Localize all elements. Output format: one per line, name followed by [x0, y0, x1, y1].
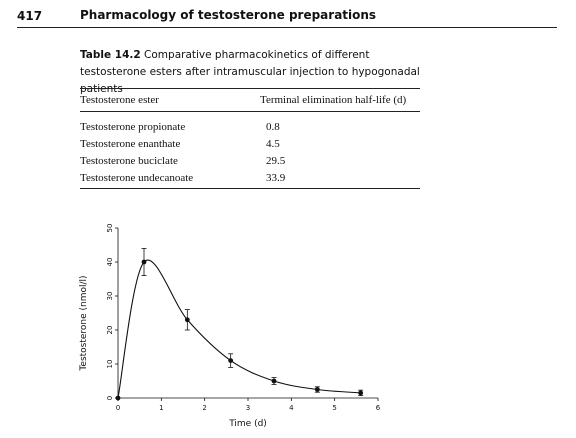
cell-half-life: 29.5 — [266, 154, 286, 167]
table-row: Testosterone enanthate 4.5 — [80, 135, 420, 152]
x-tick-label: 6 — [376, 404, 381, 412]
data-point — [115, 395, 121, 401]
x-tick-label: 4 — [289, 404, 294, 412]
table-caption-label: Table 14.2 — [80, 49, 141, 61]
page-number: 417 — [17, 9, 43, 23]
header-rule — [17, 27, 557, 28]
x-tick-label: 3 — [246, 404, 250, 412]
cell-half-life: 4.5 — [266, 137, 280, 150]
x-axis-title: Time (d) — [228, 419, 267, 429]
concentration-curve — [117, 259, 361, 399]
page-header: 417 Pharmacology of testosterone prepara… — [0, 0, 576, 30]
y-tick-label: 50 — [106, 224, 114, 233]
cell-ester: Testosterone propionate — [80, 120, 186, 133]
running-title: Pharmacology of testosterone preparation… — [80, 8, 377, 22]
table-header-row: Testosterone ester Terminal elimination … — [80, 88, 420, 112]
cell-half-life: 33.9 — [260, 169, 420, 189]
y-axis-title: Testosterone (nmol/l) — [79, 275, 89, 371]
y-tick-label: 0 — [106, 396, 114, 400]
chart-axes: 0 1 2 3 4 5 6 0 10 20 30 40 50 — [106, 224, 381, 412]
table-row: Testosterone propionate 0.8 — [80, 112, 420, 136]
cell-ester: Testosterone enanthate — [80, 137, 181, 150]
data-point — [228, 358, 234, 363]
x-tick-label: 1 — [159, 404, 163, 412]
cell-half-life: 0.8 — [266, 120, 280, 133]
table-row: Testosterone buciclate 29.5 — [80, 152, 420, 169]
data-point — [271, 378, 277, 384]
y-tick-label: 20 — [106, 326, 114, 335]
y-tick-label: 30 — [106, 292, 114, 301]
cell-ester: Testosterone undecanoate — [80, 169, 260, 189]
y-tick-label: 10 — [106, 360, 114, 369]
data-point — [184, 317, 190, 323]
x-tick-label: 2 — [202, 404, 206, 412]
column-header-ester: Testosterone ester — [80, 88, 260, 112]
column-header-half-life: Terminal elimination half-life (d) — [260, 88, 420, 112]
cell-ester: Testosterone buciclate — [80, 154, 178, 167]
y-tick-label: 40 — [106, 258, 114, 267]
x-tick-label: 0 — [116, 404, 120, 412]
pk-table: Testosterone ester Terminal elimination … — [80, 88, 420, 189]
x-tick-label: 5 — [332, 404, 336, 412]
data-point — [314, 387, 320, 392]
testosterone-time-chart: 0 1 2 3 4 5 6 0 10 20 30 40 50 Time (d) Testosterone… — [79, 224, 381, 429]
data-points — [115, 248, 364, 401]
data-point — [358, 390, 364, 396]
data-point — [141, 259, 147, 265]
table-row: Testosterone undecanoate 33.9 — [80, 169, 420, 189]
